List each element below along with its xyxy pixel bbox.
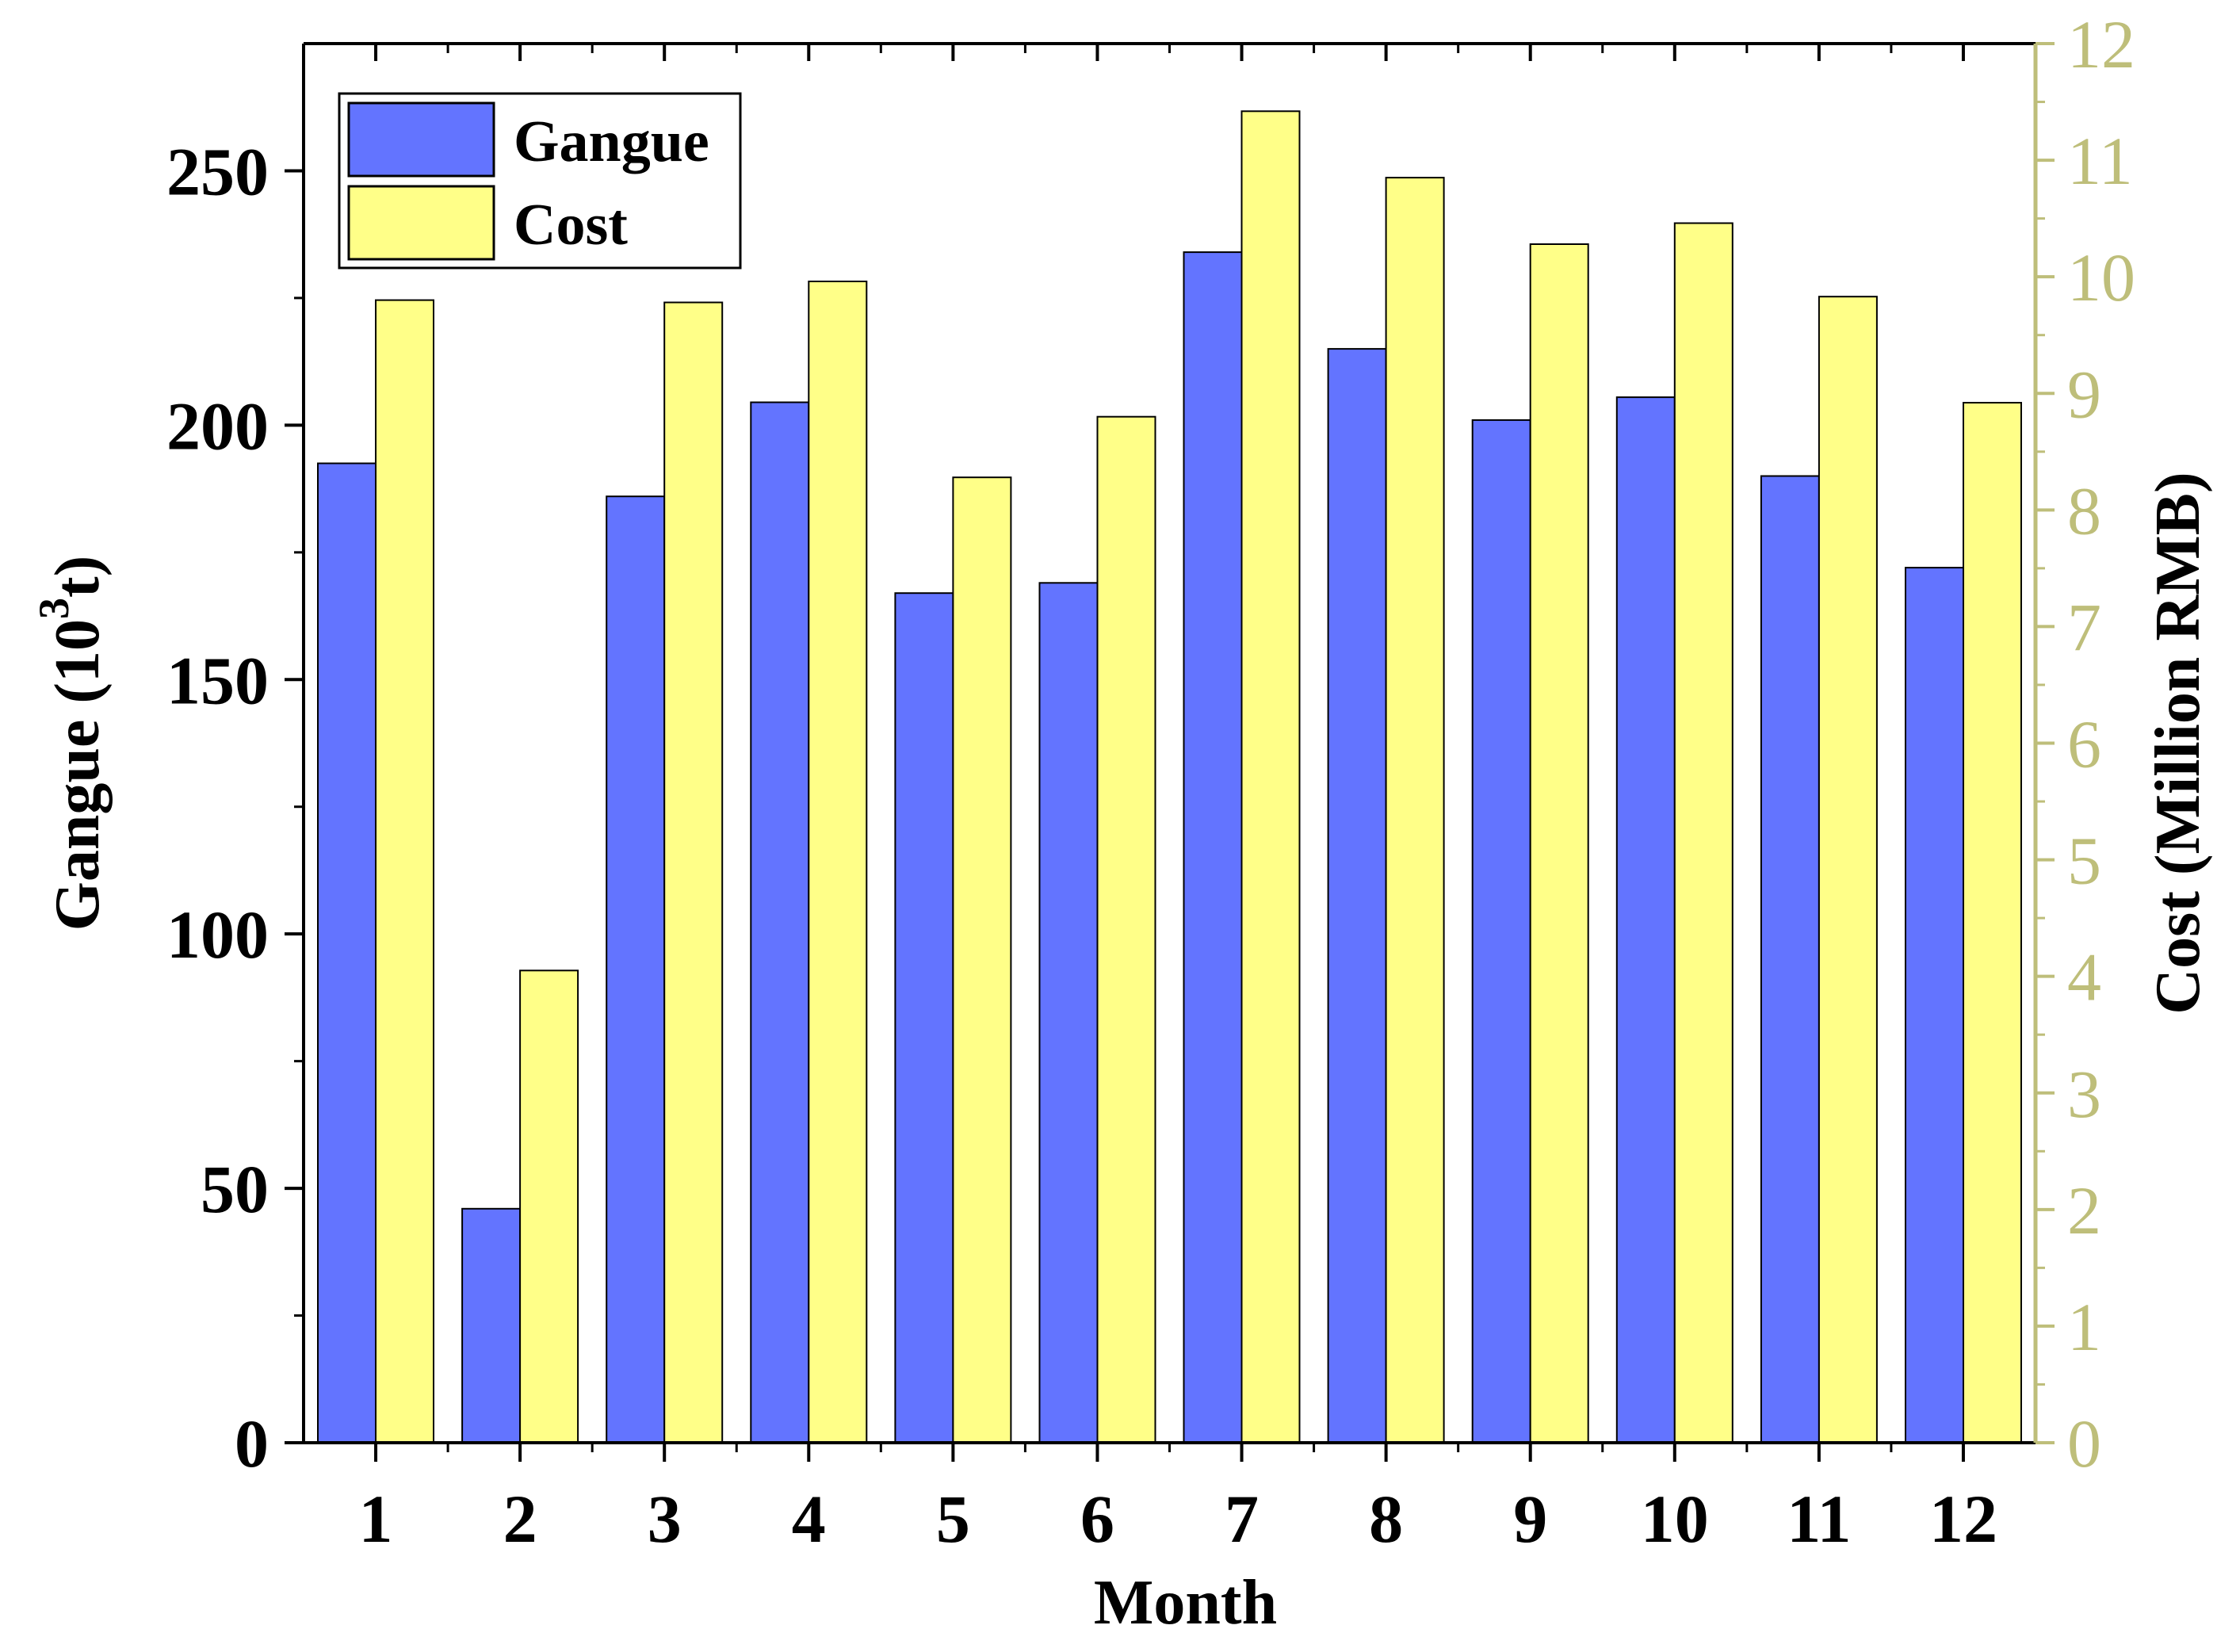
legend: Gangue Cost: [338, 92, 742, 270]
right-tick-label: 4: [2067, 939, 2101, 1015]
right-tick-label: 12: [2067, 6, 2135, 82]
left-tick-label: 200: [166, 388, 269, 464]
left-tick-label: 150: [166, 642, 269, 718]
right-tick-label: 8: [2067, 472, 2101, 549]
bar-gangue-11: [1760, 475, 1820, 1444]
x-tick-label: 4: [792, 1481, 826, 1557]
right-tick-label: 1: [2067, 1289, 2101, 1365]
x-axis-title: Month: [1094, 1568, 1277, 1638]
bar-gangue-7: [1183, 251, 1243, 1444]
bar-gangue-8: [1327, 348, 1387, 1444]
x-tick-label: 2: [503, 1481, 537, 1557]
bar-cost-12: [1963, 402, 2022, 1444]
bar-gangue-1: [317, 462, 377, 1444]
bar-cost-4: [808, 281, 868, 1444]
x-tick-label: 1: [359, 1481, 393, 1557]
legend-label-cost: Cost: [514, 193, 628, 258]
y-axis-title-right: Cost (Million RMB): [2143, 472, 2213, 1014]
right-tick-label: 2: [2067, 1172, 2101, 1249]
x-tick-label: 7: [1225, 1481, 1259, 1557]
axes-layer: [285, 42, 2055, 1462]
legend-swatch-cost: [347, 185, 495, 261]
bar-gangue-5: [894, 592, 954, 1444]
bar-cost-6: [1096, 415, 1156, 1444]
y-axis-title-left: Gangue (103t): [30, 556, 113, 931]
bar-cost-1: [375, 299, 434, 1444]
bar-cost-10: [1673, 222, 1734, 1444]
bar-gangue-2: [461, 1207, 522, 1444]
right-tick-label: 9: [2067, 356, 2101, 432]
right-tick-label: 10: [2067, 239, 2135, 315]
bar-cost-3: [663, 301, 724, 1444]
right-tick-label: 11: [2067, 123, 2133, 199]
bar-cost-8: [1385, 177, 1445, 1444]
bar-cost-5: [952, 476, 1012, 1444]
bar-gangue-4: [750, 401, 810, 1444]
right-tick-label: 0: [2067, 1405, 2101, 1482]
bar-cost-2: [519, 969, 579, 1444]
left-tick-label: 250: [166, 133, 269, 209]
right-tick-label: 3: [2067, 1056, 2101, 1132]
bar-gangue-9: [1471, 419, 1531, 1444]
left-tick-label: 50: [201, 1151, 269, 1227]
x-tick-label: 5: [936, 1481, 970, 1557]
x-tick-label: 9: [1513, 1481, 1547, 1557]
x-tick-label: 12: [1929, 1481, 1997, 1557]
x-tick-label: 11: [1787, 1481, 1851, 1557]
bar-cost-9: [1529, 243, 1589, 1444]
y-axis-title-left-prefix: Gangue (10: [43, 619, 113, 931]
legend-swatch-gangue: [347, 101, 495, 178]
y-axis-title-left-superscript: 3: [30, 598, 78, 619]
x-tick-label: 8: [1369, 1481, 1403, 1557]
x-tick-label: 3: [648, 1481, 682, 1557]
bar-gangue-10: [1615, 396, 1676, 1444]
x-tick-label: 10: [1641, 1481, 1709, 1557]
y-axis-title-left-suffix: t): [43, 556, 113, 598]
left-tick-label: 100: [166, 897, 269, 973]
bar-gangue-12: [1905, 567, 1964, 1444]
left-tick-label: 0: [235, 1405, 269, 1482]
right-tick-label: 7: [2067, 589, 2101, 665]
bar-gangue-6: [1038, 582, 1099, 1444]
right-tick-label: 5: [2067, 823, 2101, 899]
legend-label-gangue: Gangue: [514, 109, 709, 174]
bar-cost-11: [1818, 296, 1878, 1444]
x-tick-label: 6: [1080, 1481, 1114, 1557]
right-tick-label: 6: [2067, 706, 2101, 782]
bars-layer: [317, 110, 2022, 1444]
bar-gangue-3: [606, 495, 666, 1444]
bar-cost-7: [1240, 110, 1301, 1444]
